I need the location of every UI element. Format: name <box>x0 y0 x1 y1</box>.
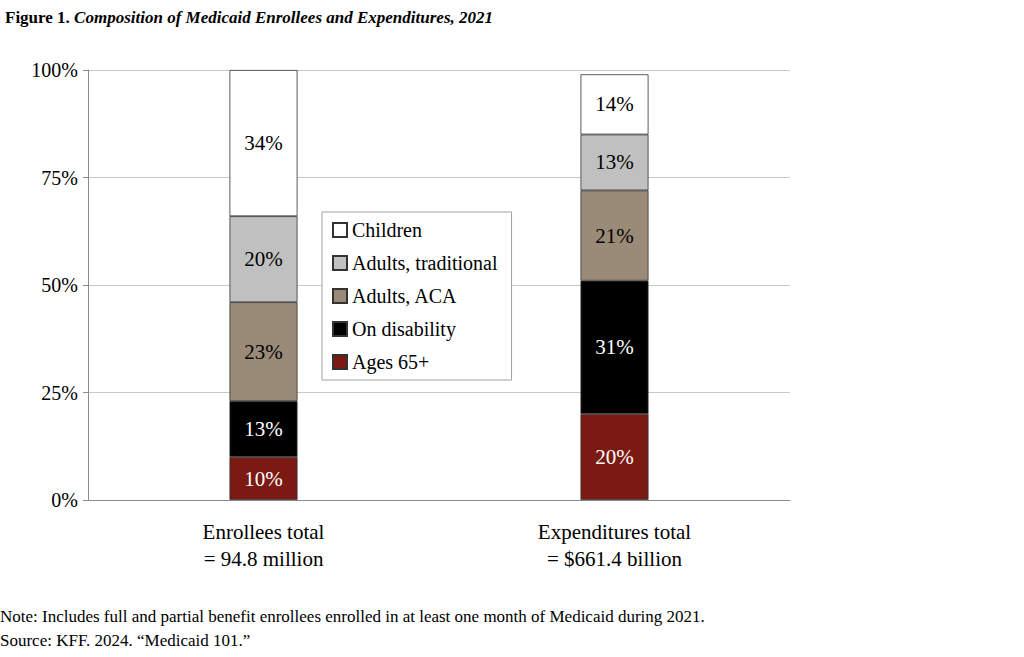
svg-text:100%: 100% <box>31 59 78 81</box>
svg-text:Source: KFF. 2024. “Medicaid 1: Source: KFF. 2024. “Medicaid 101.” <box>0 631 250 650</box>
svg-text:Adults, ACA: Adults, ACA <box>352 285 457 307</box>
svg-text:= $661.4 billion: = $661.4 billion <box>547 547 682 571</box>
svg-text:20%: 20% <box>595 445 634 469</box>
svg-text:25%: 25% <box>41 382 78 404</box>
svg-text:13%: 13% <box>244 417 283 441</box>
svg-text:10%: 10% <box>244 467 283 491</box>
svg-text:31%: 31% <box>595 335 634 359</box>
svg-text:= 94.8 million: = 94.8 million <box>204 547 324 571</box>
svg-text:13%: 13% <box>595 150 634 174</box>
svg-text:Children: Children <box>352 219 422 241</box>
svg-text:Figure 1.: Figure 1. <box>5 8 74 27</box>
svg-text:Enrollees total: Enrollees total <box>203 520 325 544</box>
svg-text:Adults, traditional: Adults, traditional <box>352 252 498 274</box>
svg-text:20%: 20% <box>244 247 283 271</box>
svg-text:34%: 34% <box>244 131 283 155</box>
svg-text:23%: 23% <box>244 340 283 364</box>
svg-text:75%: 75% <box>41 167 78 189</box>
svg-text:Composition of Medicaid Enroll: Composition of Medicaid Enrollees and Ex… <box>74 8 493 27</box>
svg-text:14%: 14% <box>595 92 634 116</box>
svg-text:50%: 50% <box>41 274 78 296</box>
svg-text:21%: 21% <box>595 224 634 248</box>
svg-text:0%: 0% <box>51 489 78 511</box>
svg-text:On disability: On disability <box>352 318 456 341</box>
svg-text:Expenditures total: Expenditures total <box>538 520 692 544</box>
svg-text:Ages 65+: Ages 65+ <box>352 351 429 374</box>
svg-text:Note: Includes full and partia: Note: Includes full and partial benefit … <box>0 607 705 626</box>
